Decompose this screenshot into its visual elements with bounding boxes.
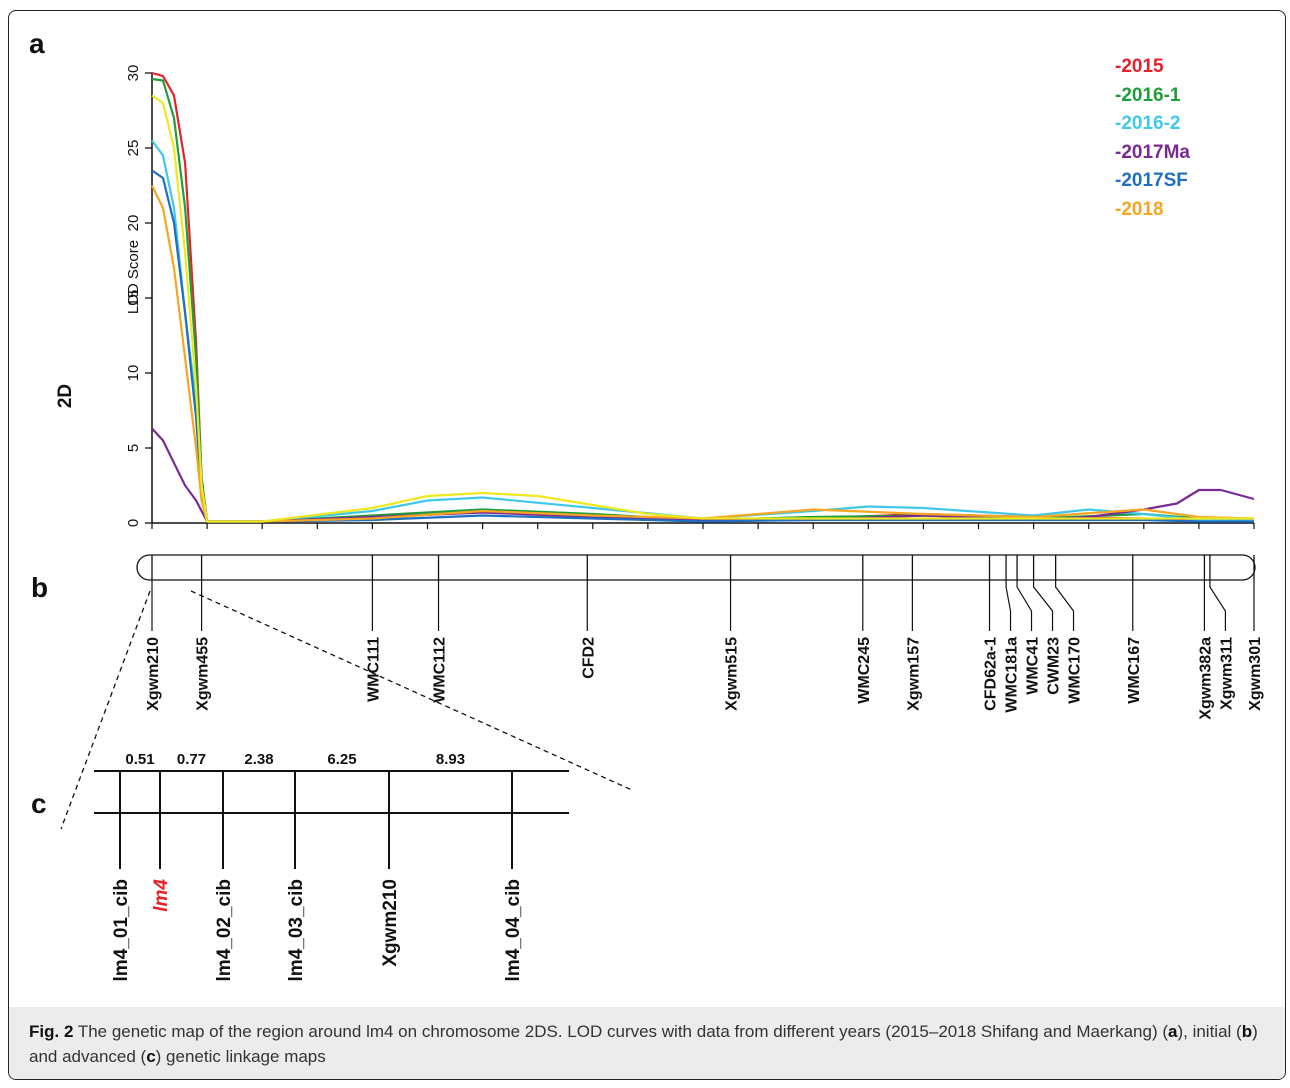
- y-tick-label: 25: [125, 140, 142, 157]
- panel-label-b: b: [31, 572, 48, 603]
- map-b-marker-label: WMC181a: [1004, 637, 1021, 713]
- map-b-marker-label: Xgwm157: [905, 637, 922, 711]
- map-b-leader-line: [1005, 580, 1012, 631]
- series-line-0: [151, 71, 1254, 523]
- legend-item: -2017Ma: [1115, 141, 1190, 163]
- figure-caption: Fig. 2 The genetic map of the region aro…: [29, 1019, 1279, 1069]
- map-b-leader-line: [1032, 580, 1054, 631]
- legend-item: -2017SF: [1115, 170, 1188, 191]
- map-b-marker-label: Xgwm515: [724, 637, 741, 711]
- map-b-marker-label: CFD62a-1: [983, 637, 1000, 711]
- series-line-3: [151, 427, 1255, 523]
- map-b-marker-label: Xgwm311: [1218, 637, 1235, 710]
- caption-text-4: ) genetic linkage maps: [155, 1047, 326, 1066]
- map-c-marker-label: lm4: [151, 879, 172, 912]
- map-b-marker-label: WMC245: [856, 637, 873, 704]
- caption-fig-label: Fig. 2: [29, 1022, 74, 1041]
- caption-ref-b: b: [1241, 1022, 1253, 1041]
- zoom-line-left: [60, 590, 151, 830]
- map-b-marker-label: WMC41: [1025, 637, 1042, 695]
- map-b-leader-line: [1055, 580, 1075, 631]
- y-tick-label: 5: [125, 444, 142, 452]
- legend-item: -2018: [1115, 198, 1164, 220]
- map-c-marker-label: lm4_04_cib: [503, 879, 524, 981]
- y-axis-label: LOD Score: [125, 240, 142, 314]
- y-tick-label: 0: [125, 519, 142, 527]
- map-b-marker-label: Xgwm301: [1247, 637, 1264, 711]
- chromosome-label: 2D: [55, 384, 76, 408]
- series-line-6: [151, 94, 1254, 523]
- initial-linkage-map: Xgwm210 Xgwm455 WMC111 WMC112 CFD2 Xgwm515 WMC…: [136, 554, 1264, 720]
- series-line-5: [151, 185, 1255, 523]
- legend: -2015 -2016-1 -2016-2 -2017Ma -2017SF -2018: [1115, 53, 1190, 224]
- map-c-marker-label: lm4_01_cib: [111, 879, 132, 981]
- zoom-line-right: [190, 590, 635, 792]
- map-b-marker-label: WMC170: [1067, 637, 1084, 704]
- map-b-marker-label: WMC112: [432, 637, 449, 703]
- map-c-marker-label: lm4_03_cib: [286, 879, 307, 981]
- y-tick-label: 20: [125, 215, 142, 232]
- map-c-interval-label: 8.93: [436, 751, 465, 768]
- map-c-marker-label: lm4_02_cib: [214, 879, 235, 981]
- series-line-1: [151, 77, 1255, 523]
- map-c-interval-label: 6.25: [327, 751, 356, 768]
- map-b-leader-line: [1016, 580, 1033, 631]
- map-c-interval-label: 0.77: [177, 751, 206, 768]
- caption-ref-c: c: [146, 1047, 156, 1066]
- chromosome-bar: [136, 554, 1256, 581]
- caption-background: [9, 1007, 1285, 1079]
- map-b-marker-label: WMC111: [365, 637, 382, 702]
- y-tick-label: 30: [125, 65, 142, 82]
- series-line-2: [151, 139, 1254, 523]
- legend-item: -2016-2: [1115, 113, 1181, 134]
- map-b-marker-label: CFD2: [580, 637, 597, 679]
- panel-label-c: c: [31, 788, 47, 819]
- map-b-marker-label: Xgwm382a: [1197, 637, 1214, 720]
- advanced-linkage-map: lm4_01_cib lm4 lm4_02_cib lm4_03_cib Xgwm210…: [94, 751, 569, 981]
- series-line-4: [151, 169, 1254, 523]
- figure-frame: a b c 2D LOD Score 0 5 10 15 20 25 30 Xgwm210 X…: [8, 10, 1286, 1080]
- map-b-marker-label: WMC167: [1126, 637, 1143, 704]
- lod-chart: LOD Score 0 5 10 15 20 25 30: [125, 65, 1255, 529]
- y-tick-label: 15: [125, 290, 142, 307]
- legend-item: -2016-1: [1115, 84, 1181, 106]
- map-c-interval-label: 2.38: [244, 751, 273, 768]
- caption-text-2: ), initial (: [1177, 1022, 1242, 1041]
- map-b-marker-label: Xgwm210: [145, 637, 162, 711]
- map-b-leader-line: [1209, 580, 1227, 631]
- caption-ref-a: a: [1168, 1022, 1178, 1041]
- map-b-marker-label: CWM23: [1046, 637, 1063, 695]
- map-c-interval-label: 0.51: [125, 751, 154, 768]
- panel-label-a: a: [29, 28, 45, 59]
- caption-text-3: ) and advanced (: [29, 1022, 1258, 1066]
- caption-text-1: The genetic map of the region around lm4…: [73, 1022, 1168, 1041]
- y-tick-label: 10: [125, 365, 142, 382]
- map-b-marker-label: Xgwm455: [195, 637, 212, 711]
- map-c-marker-label: Xgwm210: [380, 879, 401, 967]
- legend-item: -2015: [1115, 56, 1164, 77]
